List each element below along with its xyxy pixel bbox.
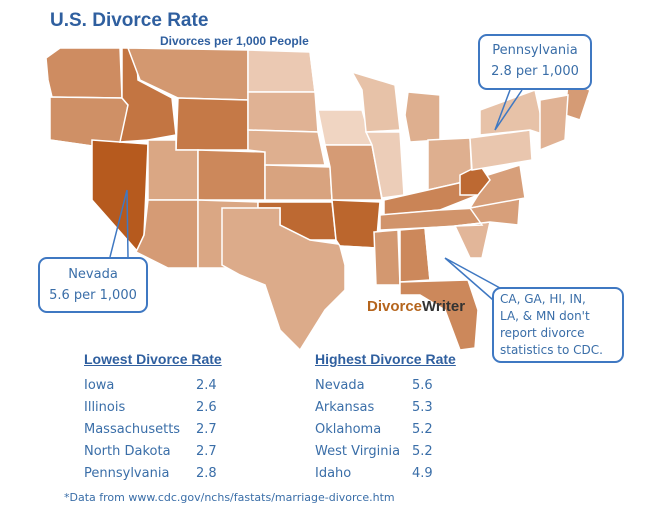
state-rate: 5.6 [412, 378, 433, 393]
table-row: Massachusetts 2.7 [84, 419, 222, 441]
nevada-callout: Nevada 5.6 per 1,000 [38, 257, 148, 313]
state-ny [479, 89, 547, 137]
table-row: Arkansas 5.3 [315, 397, 456, 419]
state-fl [399, 279, 479, 351]
divorcewriter-logo: DivorceWriter [367, 298, 465, 315]
state-wy [175, 97, 249, 151]
lowest-rate-heading: Lowest Divorce Rate [84, 351, 222, 367]
nevada-callout-state: Nevada [68, 267, 118, 282]
state-in [403, 144, 429, 196]
state-rate: 2.7 [196, 422, 217, 437]
pennsylvania-callout-rate: 2.8 per 1,000 [491, 64, 579, 79]
table-row: Illinois 2.6 [84, 397, 222, 419]
map-title: U.S. Divorce Rate [50, 10, 209, 31]
map-subtitle: Divorces per 1,000 People [160, 34, 309, 48]
state-name: Illinois [84, 400, 126, 415]
data-source-footnote: *Data from www.cdc.gov/nchs/fastats/marr… [64, 491, 395, 504]
nevada-callout-rate: 5.6 per 1,000 [49, 288, 137, 303]
state-name: West Virginia [315, 444, 401, 459]
table-row: Nevada 5.6 [315, 375, 456, 397]
state-rate: 5.2 [412, 422, 433, 437]
pennsylvania-callout-state: Pennsylvania [492, 43, 578, 58]
no-report-line-3: report divorce [500, 326, 585, 340]
state-name: Pennsylvania [84, 466, 170, 481]
no-report-callout: CA, GA, HI, IN, LA, & MN don't report di… [492, 287, 624, 363]
state-wa [45, 47, 123, 99]
state-ga [424, 225, 471, 281]
highest-rate-heading: Highest Divorce Rate [315, 351, 456, 367]
state-pa [469, 129, 533, 171]
state-name: Idaho [315, 466, 352, 481]
state-il [364, 131, 405, 199]
pennsylvania-callout-pointer [494, 89, 523, 131]
highest-rate-table: Highest Divorce Rate Nevada 5.6 Arkansas 5… [315, 351, 456, 485]
table-row: Pennsylvania 2.8 [84, 463, 222, 485]
lowest-rate-table: Lowest Divorce Rate Iowa 2.4 Illinois 2.6 … [84, 351, 222, 485]
state-name: Iowa [84, 378, 115, 393]
state-rate: 2.6 [196, 400, 217, 415]
state-mi [404, 91, 441, 143]
state-name: North Dakota [84, 444, 171, 459]
table-row: North Dakota 2.7 [84, 441, 222, 463]
state-co [197, 149, 266, 201]
state-name: Nevada [315, 378, 365, 393]
no-report-line-4: statistics to CDC. [500, 343, 603, 357]
state-sd [247, 91, 319, 133]
state-tx [221, 207, 351, 352]
table-row: Iowa 2.4 [84, 375, 222, 397]
state-name: Arkansas [315, 400, 375, 415]
table-row: Oklahoma 5.2 [315, 419, 456, 441]
state-mo [324, 144, 383, 201]
logo-part-divorce: Divorce [367, 298, 423, 315]
state-rate: 2.4 [196, 378, 217, 393]
state-rate: 2.8 [196, 466, 217, 481]
state-rate: 5.2 [412, 444, 433, 459]
state-ar [331, 199, 381, 249]
no-report-line-1: CA, GA, HI, IN, [500, 292, 586, 306]
table-row: West Virginia 5.2 [315, 441, 456, 463]
state-name: Massachusetts [84, 422, 181, 437]
state-ks [264, 164, 333, 201]
pennsylvania-callout: Pennsylvania 2.8 per 1,000 [478, 34, 592, 90]
state-mn [309, 51, 363, 111]
logo-part-writer: Writer [422, 298, 466, 315]
nevada-callout-pointer [109, 189, 129, 258]
state-ms [373, 229, 401, 286]
state-wi [350, 70, 401, 133]
state-rate: 5.3 [412, 400, 433, 415]
table-row: Idaho 4.9 [315, 463, 456, 485]
no-report-callout-pointer [444, 257, 501, 307]
state-ne-states [539, 94, 569, 152]
state-name: Oklahoma [315, 422, 382, 437]
no-report-line-2: LA, & MN don't [500, 309, 590, 323]
state-rate: 2.7 [196, 444, 217, 459]
state-la [339, 245, 386, 296]
state-rate: 4.9 [412, 466, 433, 481]
state-nd [247, 49, 316, 93]
